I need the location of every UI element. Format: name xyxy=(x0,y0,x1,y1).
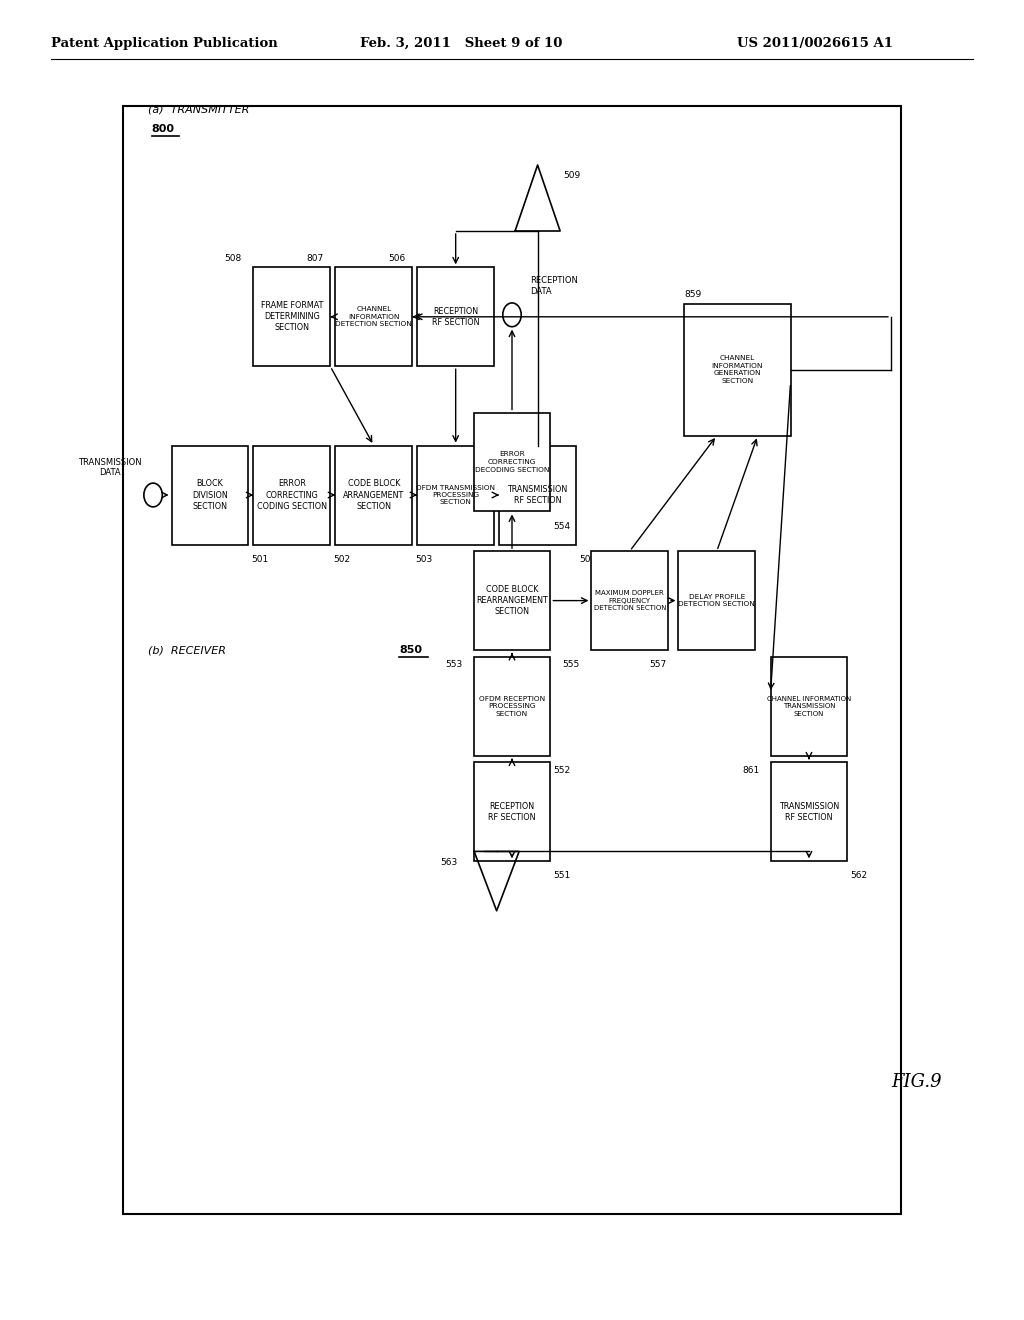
Text: (b)  RECEIVER: (b) RECEIVER xyxy=(148,645,226,656)
Text: 554: 554 xyxy=(553,521,570,531)
FancyBboxPatch shape xyxy=(253,267,330,366)
Text: TRANSMISSION
RF SECTION: TRANSMISSION RF SECTION xyxy=(508,484,567,506)
Text: DELAY PROFILE
DETECTION SECTION: DELAY PROFILE DETECTION SECTION xyxy=(679,594,755,607)
Text: FRAME FORMAT
DETERMINING
SECTION: FRAME FORMAT DETERMINING SECTION xyxy=(261,301,323,333)
FancyBboxPatch shape xyxy=(418,446,495,544)
Text: 506: 506 xyxy=(389,253,406,263)
Text: 501: 501 xyxy=(252,554,268,564)
Text: ERROR
CORRECTING
CODING SECTION: ERROR CORRECTING CODING SECTION xyxy=(257,479,327,511)
Text: Feb. 3, 2011   Sheet 9 of 10: Feb. 3, 2011 Sheet 9 of 10 xyxy=(359,37,562,50)
Text: OFDM RECEPTION
PROCESSING
SECTION: OFDM RECEPTION PROCESSING SECTION xyxy=(479,696,545,717)
FancyBboxPatch shape xyxy=(678,552,755,649)
Text: CODE BLOCK
REARRANGEMENT
SECTION: CODE BLOCK REARRANGEMENT SECTION xyxy=(476,585,548,616)
Text: 861: 861 xyxy=(741,766,759,775)
FancyBboxPatch shape xyxy=(336,267,412,366)
Text: RECEPTION
RF SECTION: RECEPTION RF SECTION xyxy=(488,801,536,822)
Text: RECEPTION
DATA: RECEPTION DATA xyxy=(530,276,579,296)
Text: 505: 505 xyxy=(580,554,596,564)
FancyBboxPatch shape xyxy=(771,656,848,755)
Text: 503: 503 xyxy=(416,554,432,564)
FancyBboxPatch shape xyxy=(253,446,330,544)
FancyBboxPatch shape xyxy=(473,656,551,755)
Text: 807: 807 xyxy=(307,253,324,263)
Text: 850: 850 xyxy=(399,645,422,656)
FancyBboxPatch shape xyxy=(500,446,575,544)
Text: 508: 508 xyxy=(224,253,242,263)
FancyBboxPatch shape xyxy=(418,267,495,366)
Text: CHANNEL
INFORMATION
GENERATION
SECTION: CHANNEL INFORMATION GENERATION SECTION xyxy=(712,355,763,384)
FancyBboxPatch shape xyxy=(473,762,551,861)
Text: Patent Application Publication: Patent Application Publication xyxy=(51,37,278,50)
FancyBboxPatch shape xyxy=(473,552,551,649)
Text: MAXIMUM DOPPLER
FREQUENCY
DETECTION SECTION: MAXIMUM DOPPLER FREQUENCY DETECTION SECT… xyxy=(594,590,666,611)
FancyBboxPatch shape xyxy=(592,552,668,649)
Text: 551: 551 xyxy=(553,871,570,880)
Text: FIG.9: FIG.9 xyxy=(891,1073,941,1092)
Text: TRANSMISSION
DATA: TRANSMISSION DATA xyxy=(78,458,142,478)
Text: US 2011/0026615 A1: US 2011/0026615 A1 xyxy=(737,37,893,50)
Text: 552: 552 xyxy=(553,766,570,775)
Text: 800: 800 xyxy=(152,124,174,135)
Text: 502: 502 xyxy=(333,554,350,564)
Text: 563: 563 xyxy=(440,858,458,867)
FancyBboxPatch shape xyxy=(771,762,848,861)
Text: BLOCK
DIVISION
SECTION: BLOCK DIVISION SECTION xyxy=(193,479,227,511)
Text: 555: 555 xyxy=(563,660,580,669)
Text: (a)  TRANSMITTER: (a) TRANSMITTER xyxy=(148,104,250,115)
Text: 557: 557 xyxy=(649,660,667,669)
FancyBboxPatch shape xyxy=(336,446,412,544)
Text: OFDM TRANSMISSION
PROCESSING
SECTION: OFDM TRANSMISSION PROCESSING SECTION xyxy=(416,484,496,506)
Text: 553: 553 xyxy=(444,660,462,669)
Text: 509: 509 xyxy=(563,172,581,181)
Text: 859: 859 xyxy=(684,290,701,300)
FancyBboxPatch shape xyxy=(123,106,901,1214)
Text: TRANSMISSION
RF SECTION: TRANSMISSION RF SECTION xyxy=(779,801,839,822)
Text: CHANNEL
INFORMATION
DETECTION SECTION: CHANNEL INFORMATION DETECTION SECTION xyxy=(336,306,412,327)
FancyBboxPatch shape xyxy=(473,412,551,511)
Text: ERROR
CORRECTING
DECODING SECTION: ERROR CORRECTING DECODING SECTION xyxy=(475,451,549,473)
Text: RECEPTION
RF SECTION: RECEPTION RF SECTION xyxy=(432,306,479,327)
FancyBboxPatch shape xyxy=(171,446,248,544)
Text: CHANNEL INFORMATION
TRANSMISSION
SECTION: CHANNEL INFORMATION TRANSMISSION SECTION xyxy=(767,696,851,717)
Text: 562: 562 xyxy=(850,871,867,880)
FancyBboxPatch shape xyxy=(684,304,791,436)
Text: CODE BLOCK
ARRANGEMENT
SECTION: CODE BLOCK ARRANGEMENT SECTION xyxy=(343,479,404,511)
Text: 504: 504 xyxy=(498,554,514,564)
